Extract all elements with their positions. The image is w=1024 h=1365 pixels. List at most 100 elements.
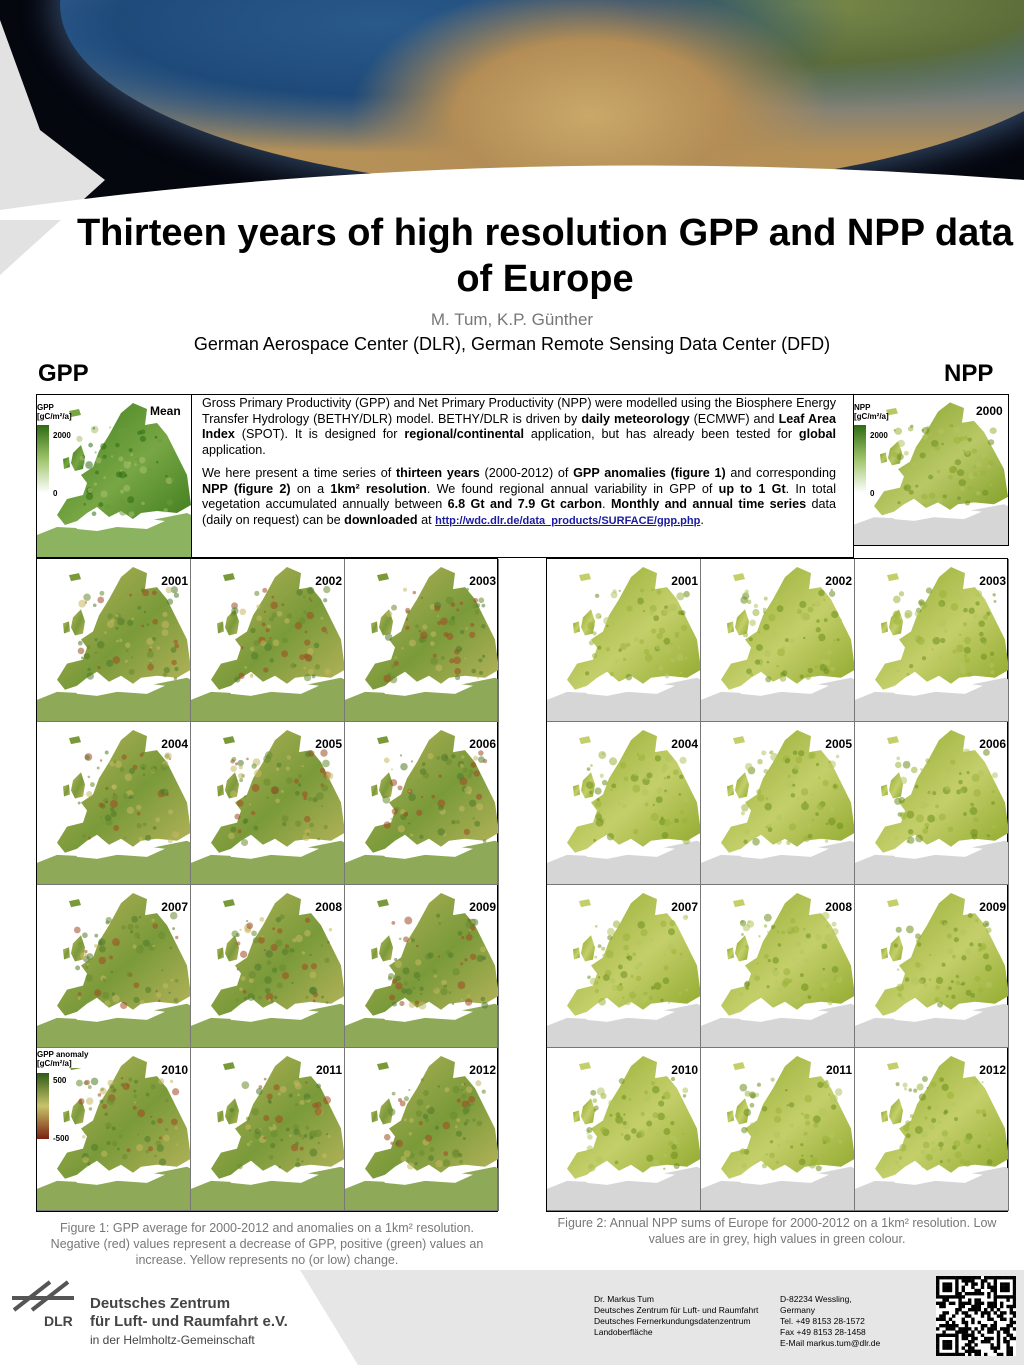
gpp-year-label: 2010	[161, 1063, 188, 1077]
gpp-year-label: 2003	[469, 574, 496, 588]
gpp-mean-map	[37, 395, 191, 557]
footer	[0, 1270, 1024, 1365]
npp-map-2011: 2011	[701, 1048, 855, 1211]
qr-code[interactable]	[936, 1276, 1017, 1357]
intro-p1-run: Gross Primary Productivity (GPP) and Net…	[202, 396, 836, 426]
gpp-map-2009: 2009	[345, 885, 499, 1048]
npp-mean-legend-max: 2000	[870, 431, 888, 440]
banner-curve	[0, 165, 1024, 220]
npp-map-2009: 2009	[855, 885, 1009, 1048]
contact-line: Germany	[780, 1305, 815, 1315]
npp-map-2004: 2004	[547, 722, 701, 885]
gpp-map-2004: 2004	[37, 722, 191, 885]
gpp-map-2002: 2002	[191, 559, 345, 722]
gpp-year-label: 2002	[315, 574, 342, 588]
npp-year-label: 2007	[671, 900, 698, 914]
npp-map-2003: 2003	[855, 559, 1009, 722]
gpp-map-2003: 2003	[345, 559, 499, 722]
download-link[interactable]: http://wdc.dlr.de/data_products/SURFACE/…	[435, 514, 701, 527]
intro-paragraph-1: Gross Primary Productivity (GPP) and Net…	[202, 396, 836, 458]
dlr-logo-icon	[12, 1280, 74, 1312]
figure-2-caption: Figure 2: Annual NPP sums of Europe for …	[557, 1216, 997, 1246]
contact-line: Dr. Markus Tum	[594, 1294, 654, 1304]
contact-line: Fax +49 8153 28-1458	[780, 1327, 866, 1337]
npp-year-label: 2005	[825, 737, 852, 751]
gpp-year-label: 2012	[469, 1063, 496, 1077]
npp-2000-map	[854, 395, 1008, 545]
intro-p2-run: Monthly and annual time series	[610, 497, 807, 511]
contact-line: Deutsches Zentrum für Luft- und Raumfahr…	[594, 1305, 759, 1315]
org-name: Deutsches Zentrum für Luft- und Raumfahr…	[90, 1295, 288, 1331]
gpp-map-2010: 2010	[37, 1048, 191, 1211]
gpp-mean-legend-min: 0	[53, 489, 58, 498]
intro-p2-run: up to 1 Gt	[718, 481, 786, 496]
intro-p1-run: Leaf Area Index	[202, 411, 836, 442]
gpp-year-label: 2007	[161, 900, 188, 914]
gpp-year-label: 2009	[469, 900, 496, 914]
intro-p1-run: (ECMWF) and	[689, 411, 779, 426]
npp-year-label: 2012	[979, 1063, 1006, 1077]
npp-year-label: 2001	[671, 574, 698, 588]
npp-2000-label: 2000	[976, 404, 1003, 418]
intro-p2-run: at	[417, 512, 436, 527]
gpp-year-label: 2006	[469, 737, 496, 751]
contact-left: Dr. Markus Tum Deutsches Zentrum für Luft…	[594, 1294, 758, 1338]
dlr-logo-text: DLR	[44, 1313, 73, 1329]
header-banner	[0, 0, 1024, 200]
contact-line: D-82234 Wessling,	[780, 1294, 852, 1304]
npp-mean-legend-title: NPP [gC/m²/a]	[854, 403, 889, 421]
gpp-year-label: 2005	[315, 737, 342, 751]
gpp-map-2001: 2001	[37, 559, 191, 722]
intro-p1-run: daily meteorology	[581, 411, 690, 426]
gpp-map-2011: 2011	[191, 1048, 345, 1211]
npp-year-label: 2002	[825, 574, 852, 588]
intro-p2-run: .	[602, 497, 611, 511]
npp-year-label: 2011	[825, 1063, 852, 1077]
contact-line: Landoberfläche	[594, 1327, 653, 1337]
gpp-mean-legend-max: 2000	[53, 431, 71, 440]
intro-p2-run: . We found regional annual variability i…	[426, 481, 719, 496]
npp-grid	[546, 558, 1008, 1212]
npp-mean-legend-bar	[854, 425, 866, 493]
npp-map-2005: 2005	[701, 722, 855, 885]
intro-p2-run: downloaded	[344, 512, 418, 527]
gpp-year-label: 2001	[161, 574, 188, 588]
npp-year-label: 2003	[979, 574, 1006, 588]
figure-1-caption: Figure 1: GPP average for 2000-2012 and …	[50, 1221, 484, 1267]
contact-right: D-82234 Wessling, Germany Tel. +49 8153 28…	[780, 1294, 880, 1349]
intro-p1-run: regional/continental	[404, 427, 524, 441]
npp-year-label: 2006	[979, 737, 1006, 751]
npp-year-label: 2009	[979, 900, 1006, 914]
intro-p1-run: (SPOT). It is designed for	[234, 427, 405, 441]
org-name-line-1: Deutsches Zentrum	[90, 1295, 231, 1312]
intro-p2-run: 1km² resolution	[330, 481, 427, 496]
npp-map-2007: 2007	[547, 885, 701, 1048]
intro-paragraph-2: We here present a time series of thirtee…	[202, 466, 836, 529]
intro-p2-run: and corresponding	[725, 466, 836, 480]
npp-map-2001: 2001	[547, 559, 701, 722]
intro-p2-run: data (daily on request) can be	[202, 497, 837, 527]
org-name-line-2: für Luft- und Raumfahrt e.V.	[90, 1313, 288, 1330]
gpp-mean-label: Mean	[150, 404, 181, 418]
npp-section-label: NPP	[944, 360, 994, 387]
npp-year-label: 2004	[671, 737, 698, 751]
gpp-year-label: 2004	[161, 737, 188, 751]
intro-text: Gross Primary Productivity (GPP) and Net…	[202, 396, 836, 537]
gpp-map-2006: 2006	[345, 722, 499, 885]
gpp-anomaly-legend-bar	[37, 1073, 49, 1139]
gpp-anomaly-legend-min: -500	[53, 1134, 70, 1143]
affiliation: German Aerospace Center (DLR), German Re…	[193, 334, 831, 354]
intro-p2-run: 6.8 Gt and 7.9 Gt carbon	[447, 497, 603, 511]
npp-map-2002: 2002	[701, 559, 855, 722]
contact-line: Tel. +49 8153 28-1572	[780, 1316, 865, 1326]
intro-p1-run: global	[798, 427, 837, 441]
gpp-anomaly-legend-title: GPP anomaly [gC/m²/a]	[37, 1050, 89, 1068]
gpp-mean-legend-title: GPP [gC/m²/a]	[37, 403, 72, 421]
authors: M. Tum, K.P. Günther	[430, 310, 594, 329]
intro-p2-end: .	[700, 512, 704, 527]
gpp-year-label: 2011	[315, 1063, 342, 1077]
gpp-mean-legend-bar	[37, 425, 49, 493]
intro-p2-run: We here present a time series of	[202, 466, 396, 480]
intro-p2-run: GPP anomalies (figure 1)	[573, 466, 726, 480]
gpp-anomaly-grid	[36, 558, 498, 1212]
